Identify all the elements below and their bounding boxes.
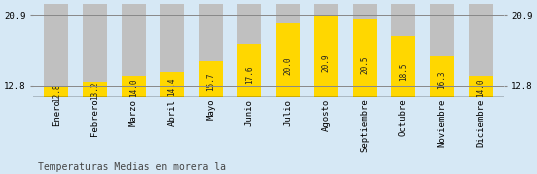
Text: 14.0: 14.0: [129, 79, 138, 97]
Text: Temperaturas Medias en morera la: Temperaturas Medias en morera la: [38, 162, 226, 172]
Bar: [45, 4, 68, 97]
Bar: [391, 36, 416, 97]
Bar: [314, 15, 338, 97]
Bar: [276, 4, 300, 97]
Bar: [121, 4, 146, 97]
Bar: [469, 76, 492, 97]
Text: 20.5: 20.5: [360, 55, 369, 74]
Text: 20.0: 20.0: [284, 57, 292, 76]
Bar: [469, 4, 492, 97]
Bar: [353, 19, 377, 97]
Text: 17.6: 17.6: [245, 66, 253, 84]
Bar: [391, 4, 416, 97]
Bar: [353, 4, 377, 97]
Bar: [160, 72, 184, 97]
Bar: [45, 86, 68, 97]
Bar: [160, 86, 184, 97]
Text: 14.0: 14.0: [476, 79, 485, 97]
Bar: [430, 86, 454, 97]
Bar: [314, 4, 338, 97]
Bar: [430, 4, 454, 97]
Text: 12.8: 12.8: [52, 83, 61, 102]
Bar: [314, 86, 338, 97]
Bar: [83, 86, 107, 97]
Bar: [121, 86, 146, 97]
Bar: [276, 86, 300, 97]
Bar: [237, 44, 261, 97]
Bar: [83, 4, 107, 97]
Bar: [83, 82, 107, 97]
Bar: [469, 86, 492, 97]
Bar: [430, 56, 454, 97]
Bar: [237, 4, 261, 97]
Bar: [276, 23, 300, 97]
Bar: [160, 4, 184, 97]
Bar: [45, 86, 68, 97]
Text: 20.9: 20.9: [322, 54, 331, 72]
Bar: [199, 61, 223, 97]
Bar: [237, 86, 261, 97]
Text: 18.5: 18.5: [399, 62, 408, 81]
Text: 13.2: 13.2: [91, 82, 99, 100]
Bar: [199, 86, 223, 97]
Text: 14.4: 14.4: [168, 77, 177, 96]
Bar: [121, 76, 146, 97]
Bar: [199, 4, 223, 97]
Text: 16.3: 16.3: [438, 70, 446, 89]
Bar: [391, 86, 416, 97]
Bar: [353, 86, 377, 97]
Text: 15.7: 15.7: [206, 73, 215, 91]
